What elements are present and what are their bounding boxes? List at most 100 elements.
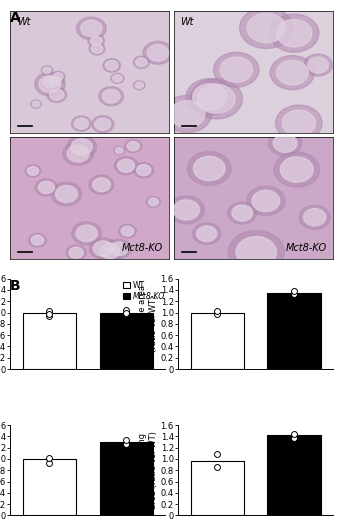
Circle shape [47,87,67,103]
Circle shape [304,54,332,76]
Circle shape [121,226,134,236]
Point [124,308,129,317]
Circle shape [276,19,312,47]
Point [47,312,52,320]
Circle shape [308,57,328,73]
Circle shape [125,139,142,153]
Circle shape [280,157,313,183]
Circle shape [186,78,234,115]
Circle shape [90,36,102,45]
Circle shape [71,139,92,155]
Circle shape [119,225,136,238]
Circle shape [63,142,94,165]
Point [214,450,220,459]
Circle shape [193,156,225,180]
Circle shape [270,14,319,52]
Circle shape [31,235,44,245]
Point [214,310,220,318]
Circle shape [246,186,285,216]
Circle shape [94,241,114,256]
Point [47,309,52,318]
Circle shape [228,230,284,274]
Point [291,429,297,438]
Circle shape [81,21,102,37]
Text: Wt: Wt [17,17,30,27]
Circle shape [134,56,149,68]
Circle shape [111,73,124,83]
Bar [190,461,244,515]
Circle shape [51,183,82,206]
Circle shape [137,165,151,176]
Circle shape [147,197,160,207]
Circle shape [115,148,123,154]
Circle shape [67,136,97,158]
Circle shape [143,42,173,64]
Circle shape [214,52,259,87]
Circle shape [35,73,65,96]
Circle shape [273,134,297,153]
Circle shape [274,152,320,187]
Point [291,287,297,295]
Circle shape [95,118,111,130]
Circle shape [50,77,61,86]
Text: Mct8-KO: Mct8-KO [122,243,163,253]
Circle shape [67,145,89,162]
Circle shape [39,76,61,93]
Circle shape [102,89,120,103]
Circle shape [270,56,314,90]
Circle shape [147,45,169,61]
Bar [23,459,76,515]
Circle shape [92,178,110,191]
Point [47,453,52,462]
Bar [23,312,76,369]
Circle shape [55,186,77,203]
Text: A: A [10,11,21,25]
Circle shape [88,35,104,47]
Circle shape [89,43,105,55]
Point [124,440,129,448]
Circle shape [91,44,103,53]
Circle shape [299,205,330,229]
Circle shape [76,17,106,40]
Circle shape [193,84,227,110]
Y-axis label: Colloid-containing
area (ratio vs. WT): Colloid-containing area (ratio vs. WT) [138,431,158,509]
Circle shape [197,226,217,241]
Circle shape [29,234,46,247]
Circle shape [100,244,120,259]
Circle shape [134,163,154,178]
Circle shape [50,89,64,100]
Circle shape [276,105,322,141]
Circle shape [114,147,124,155]
Circle shape [168,196,205,224]
Circle shape [114,157,138,175]
Text: Wt: Wt [181,17,194,27]
Circle shape [136,58,147,67]
Circle shape [41,66,53,75]
Circle shape [47,75,63,87]
Circle shape [89,238,117,259]
Circle shape [96,240,124,261]
Point [124,436,129,444]
Circle shape [43,67,51,74]
Circle shape [35,179,57,196]
Point [214,463,220,472]
Circle shape [163,95,211,133]
Circle shape [89,175,114,194]
Circle shape [173,200,199,220]
Circle shape [247,13,286,43]
Circle shape [198,84,235,113]
Circle shape [31,100,41,108]
Circle shape [134,81,145,90]
Text: Mct8-KO: Mct8-KO [286,243,327,253]
Bar [268,435,321,515]
Circle shape [118,159,135,172]
Circle shape [72,222,102,245]
Circle shape [76,225,97,241]
Circle shape [236,237,276,268]
Circle shape [103,58,120,72]
Point [214,307,220,315]
Circle shape [269,130,302,156]
Circle shape [74,118,88,129]
Bar [190,312,244,369]
Circle shape [51,72,65,82]
